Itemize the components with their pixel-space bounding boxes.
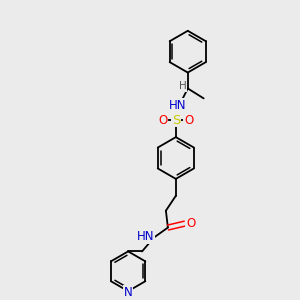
Text: H: H	[179, 82, 187, 92]
Text: HN: HN	[137, 230, 155, 243]
Text: HN: HN	[169, 99, 187, 112]
Text: O: O	[158, 114, 167, 127]
Text: O: O	[186, 217, 195, 230]
Text: O: O	[184, 114, 194, 127]
Text: N: N	[124, 286, 133, 299]
Text: S: S	[172, 114, 180, 127]
